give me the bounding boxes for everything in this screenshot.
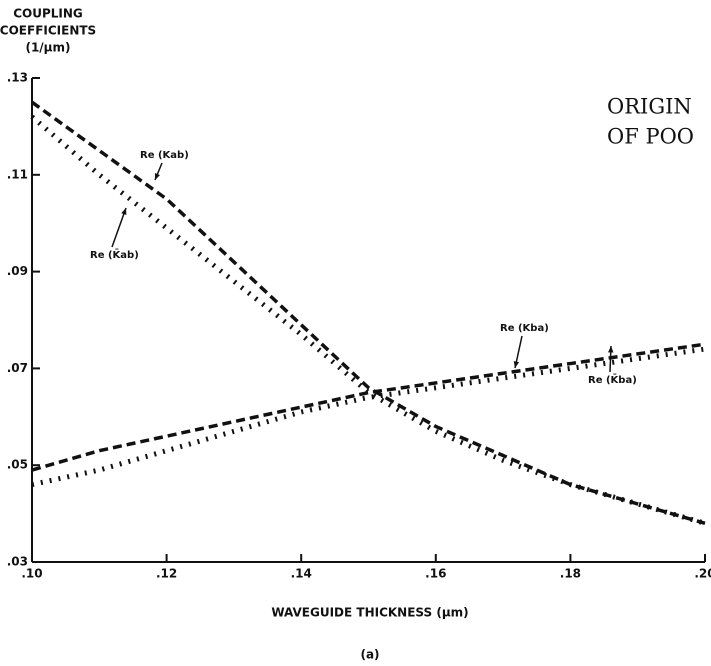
x-tick-label: .14 [291, 567, 312, 581]
series-line [31, 342, 706, 472]
series-label: Re (Kab) [140, 150, 189, 161]
y-tick-label: .03 [7, 555, 28, 569]
stamp-text: ORIGIN [607, 95, 692, 119]
arrow-head [154, 173, 160, 180]
x-tick-label: .18 [560, 567, 581, 581]
caption: (a) [360, 648, 379, 662]
y-tick-label: .09 [7, 264, 28, 278]
series-line [30, 100, 706, 525]
arrow-head [608, 346, 614, 353]
x-tick-label: .10 [21, 567, 42, 581]
y-tick-label: .11 [7, 167, 28, 181]
y-axis-label: COEFFICIENTS [0, 24, 96, 38]
x-axis-label: WAVEGUIDE THICKNESS (μm) [271, 606, 468, 620]
y-axis-label: COUPLING [13, 7, 83, 21]
arrow-head [121, 208, 127, 215]
y-tick-label: .07 [7, 361, 28, 375]
y-tick-label: .05 [7, 458, 28, 472]
arrow-head [513, 361, 520, 368]
series-line [31, 346, 706, 488]
y-axis-label: (1/μm) [25, 41, 70, 55]
series-label: Re (K̄ab) [90, 248, 139, 261]
series-label: Re (Kba) [500, 323, 549, 334]
x-tick-label: .12 [156, 567, 177, 581]
x-tick-label: .20 [694, 567, 711, 581]
series-line [30, 114, 706, 526]
series-label: Re (K̄ba) [588, 373, 637, 386]
y-tick-label: .13 [7, 71, 28, 85]
x-tick-label: .16 [425, 567, 446, 581]
stamp-text: OF POO [607, 125, 694, 149]
annotation-arrow [111, 207, 127, 248]
